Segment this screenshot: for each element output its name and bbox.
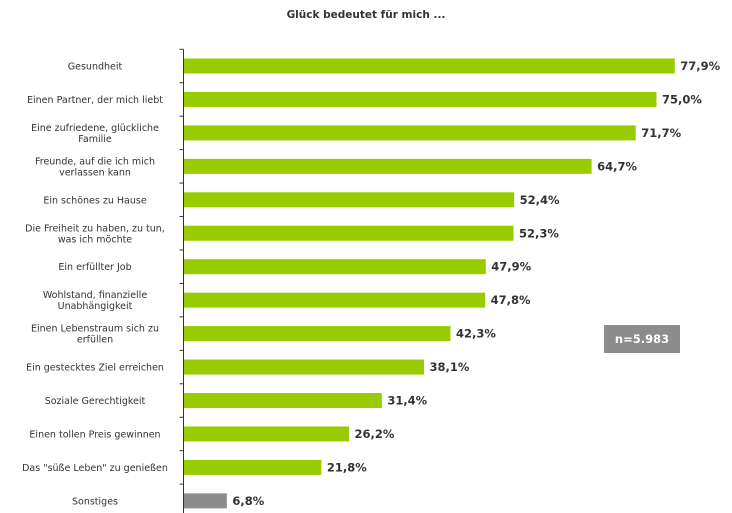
value-label: 47,9% bbox=[491, 260, 531, 274]
category-label: Gesundheit bbox=[68, 62, 123, 73]
value-label: 64,7% bbox=[597, 159, 637, 173]
category-label: Einen Partner, der mich liebt bbox=[27, 95, 163, 106]
bar bbox=[184, 459, 322, 475]
category-label: Die Freiheit zu haben, zu tun, was ich mö… bbox=[25, 223, 165, 245]
sample-size-badge: n=5.983 bbox=[604, 325, 680, 353]
bar bbox=[184, 58, 675, 74]
bar bbox=[184, 359, 425, 375]
bar bbox=[184, 225, 514, 241]
value-label: 42,3% bbox=[456, 327, 496, 341]
category-label: Ein gestecktes Ziel erreichen bbox=[26, 363, 164, 374]
bar bbox=[184, 493, 227, 509]
bars bbox=[184, 58, 675, 509]
value-label: 21,8% bbox=[327, 460, 367, 474]
value-label: 31,4% bbox=[387, 394, 427, 408]
bar bbox=[184, 259, 486, 275]
value-label: 77,9% bbox=[680, 59, 720, 73]
value-label: 71,7% bbox=[641, 126, 681, 140]
bar bbox=[184, 91, 657, 107]
category-label: Ein schönes zu Hause bbox=[43, 195, 146, 206]
bar bbox=[184, 426, 350, 442]
bar bbox=[184, 192, 515, 208]
value-label: 47,8% bbox=[491, 293, 531, 307]
category-label: Einen Lebenstraum sich zu erfüllen bbox=[31, 324, 159, 346]
category-label: Freunde, auf die ich mich verlassen kann bbox=[35, 156, 155, 178]
category-label: Ein erfüllter Job bbox=[58, 262, 131, 273]
category-label: Das "süße Leben" zu genießen bbox=[22, 463, 168, 474]
category-label: Eine zufriedene, glückliche Familie bbox=[31, 123, 159, 145]
category-label: Wohlstand, finanzielle Unabhängigkeit bbox=[43, 290, 147, 312]
value-label: 75,0% bbox=[662, 92, 702, 106]
category-label: Sonstiges bbox=[72, 496, 118, 507]
chart-title: Glück bedeutet für mich ... bbox=[286, 9, 446, 21]
value-label: 38,1% bbox=[430, 360, 470, 374]
category-label: Einen tollen Preis gewinnen bbox=[29, 429, 160, 440]
value-label: 6,8% bbox=[232, 494, 264, 508]
bar bbox=[184, 292, 486, 308]
value-label: 26,2% bbox=[355, 427, 395, 441]
value-label: 52,3% bbox=[519, 226, 559, 240]
bar bbox=[184, 393, 382, 408]
value-label: 52,4% bbox=[520, 193, 560, 207]
y-axis bbox=[179, 48, 184, 513]
bar bbox=[184, 326, 451, 342]
bar bbox=[184, 125, 636, 141]
category-label: Soziale Gerechtigkeit bbox=[45, 396, 146, 407]
bar bbox=[184, 158, 592, 174]
category-labels: Gesundheit Einen Partner, der mich liebt E… bbox=[22, 62, 168, 508]
value-labels: 77,9% 75,0% 71,7% 64,7% 52,4% 52,3% 47,9% 47,8%… bbox=[232, 59, 720, 508]
